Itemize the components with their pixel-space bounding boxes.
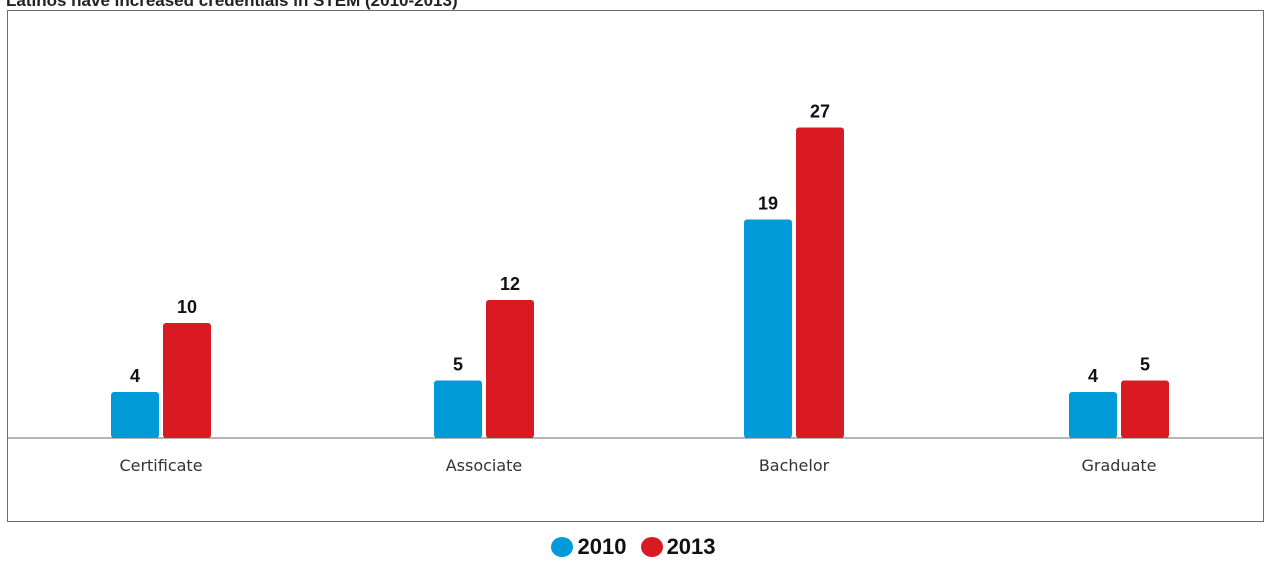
data-label-certificate-2010: 4: [130, 366, 140, 386]
category-label-bachelor: Bachelor: [759, 456, 830, 475]
bar-bachelor-2010[interactable]: [744, 219, 792, 439]
legend-label-2013: 2013: [666, 534, 716, 559]
legend: 2010 2013: [0, 534, 1267, 563]
data-label-certificate-2013: 10: [177, 297, 197, 317]
bar-associate-2010[interactable]: [434, 380, 482, 439]
bar-certificate-2010[interactable]: [111, 392, 159, 438]
data-label-associate-2013: 12: [500, 274, 520, 294]
legend-swatch-2013: [640, 537, 663, 557]
data-label-graduate-2010: 4: [1088, 366, 1098, 386]
legend-item-2013[interactable]: 2013: [640, 534, 716, 560]
chart-title: Latinos have increased credentials in ST…: [6, 0, 458, 10]
bar-chart: 4 10 Certificate 5 12 Associate 19 27 Bachelor 4 5…: [7, 102, 1264, 475]
bar-certificate-2013[interactable]: [163, 323, 211, 438]
legend-label-2010: 2010: [577, 534, 627, 559]
legend-item-2010[interactable]: 2010: [551, 534, 626, 560]
category-label-graduate: Graduate: [1082, 456, 1157, 475]
bar-graduate-2013[interactable]: [1121, 380, 1169, 439]
data-label-bachelor-2013: 27: [810, 102, 830, 122]
category-label-associate: Associate: [446, 456, 523, 475]
legend-swatch-2010: [551, 537, 574, 557]
plot-frame: [7, 10, 1264, 522]
data-label-associate-2010: 5: [453, 355, 463, 375]
data-label-graduate-2013: 5: [1140, 355, 1150, 375]
bar-associate-2013[interactable]: [486, 300, 534, 438]
bar-graduate-2010[interactable]: [1069, 392, 1117, 438]
category-label-certificate: Certificate: [119, 456, 202, 475]
data-label-bachelor-2010: 19: [758, 194, 778, 214]
bar-bachelor-2013[interactable]: [796, 127, 844, 439]
